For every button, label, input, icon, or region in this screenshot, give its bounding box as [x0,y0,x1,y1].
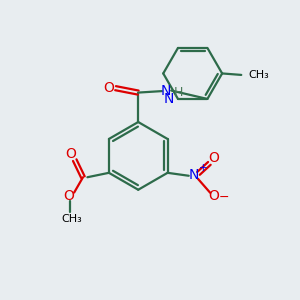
Text: O: O [208,151,219,165]
Text: N: N [164,92,174,106]
Text: +: + [199,163,207,172]
Text: H: H [174,86,183,99]
Text: O: O [208,189,219,203]
Text: −: − [218,191,229,204]
Text: N: N [161,83,171,98]
Text: O: O [63,189,74,203]
Text: CH₃: CH₃ [61,214,82,224]
Text: N: N [189,168,199,182]
Text: O: O [103,81,114,95]
Text: O: O [65,147,76,161]
Text: CH₃: CH₃ [248,70,269,80]
